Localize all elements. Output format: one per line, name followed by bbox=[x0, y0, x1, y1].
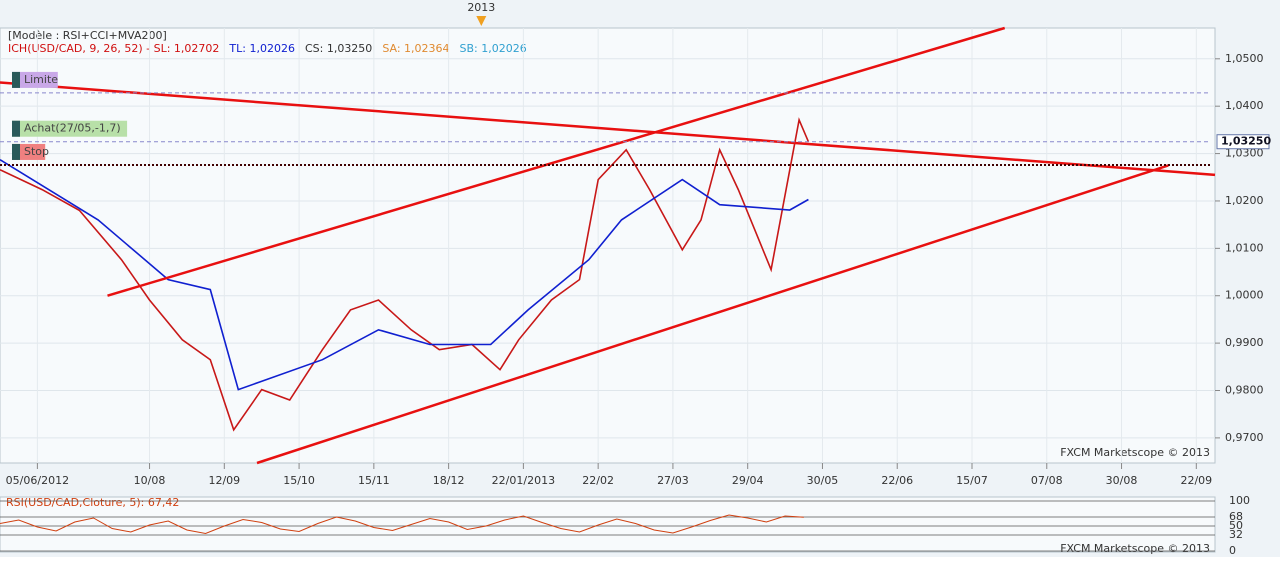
y-tick-label: 1,0000 bbox=[1225, 289, 1264, 302]
rsi-tick-label: 50 bbox=[1229, 519, 1243, 532]
x-tick-label: 12/09 bbox=[208, 474, 240, 487]
x-tick-label: 10/08 bbox=[134, 474, 166, 487]
model-label: [Modèle : RSI+CCI+MVA200] bbox=[8, 29, 167, 42]
badge-label: Achat(27/05,-1,7) bbox=[24, 122, 121, 135]
price-label: 1,03250 bbox=[1221, 135, 1271, 148]
y-tick-label: 1,0100 bbox=[1225, 241, 1264, 254]
rsi-label: RSI(USD/CAD,Cloture, 5): 67,42 bbox=[6, 496, 179, 509]
x-tick-label: 05/06/2012 bbox=[6, 474, 69, 487]
badge-label: Stop bbox=[24, 145, 49, 158]
indicator-label: TL: 1,02026 bbox=[228, 42, 295, 55]
badge bbox=[12, 143, 46, 160]
indicator-label: CS: 1,03250 bbox=[305, 42, 372, 55]
rsi-tick-label: 68 bbox=[1229, 510, 1243, 523]
price-flag bbox=[1216, 134, 1270, 150]
rsi-line bbox=[0, 514, 804, 535]
series-line bbox=[0, 81, 1216, 177]
y-tick-label: 0,9700 bbox=[1225, 431, 1264, 444]
x-tick-label: 30/08 bbox=[1106, 474, 1138, 487]
rsi-tick-label: 100 bbox=[1229, 494, 1250, 507]
x-tick-label: 22/09 bbox=[1180, 474, 1212, 487]
series-line bbox=[256, 164, 1169, 465]
y-tick-label: 0,9800 bbox=[1225, 384, 1264, 397]
y-tick-label: 1,0200 bbox=[1225, 194, 1264, 207]
x-tick-label: 15/10 bbox=[283, 474, 315, 487]
x-tick-label: 07/08 bbox=[1031, 474, 1063, 487]
badge-grip bbox=[12, 120, 20, 137]
rsi-area bbox=[0, 496, 1216, 553]
period-marker bbox=[476, 16, 487, 26]
indicator-label: SA: 1,02364 bbox=[382, 42, 449, 55]
y-tick-label: 1,0300 bbox=[1225, 147, 1264, 160]
x-tick-label: 30/05 bbox=[807, 474, 839, 487]
x-tick-label: 22/01/2013 bbox=[492, 474, 555, 487]
y-tick-label: 1,0500 bbox=[1225, 52, 1264, 65]
watermark: FXCM Marketscope © 2013 bbox=[1060, 542, 1210, 555]
period-label: 2013 bbox=[467, 1, 495, 14]
x-tick-label: 22/06 bbox=[881, 474, 913, 487]
indicator-label: SB: 1,02026 bbox=[460, 42, 527, 55]
x-tick-label: 15/11 bbox=[358, 474, 390, 487]
badge-grip bbox=[12, 143, 20, 160]
x-tick-label: 27/03 bbox=[657, 474, 689, 487]
badge bbox=[12, 120, 128, 137]
x-tick-label: 22/02 bbox=[582, 474, 614, 487]
series-line bbox=[0, 159, 809, 391]
x-tick-label: 29/04 bbox=[732, 474, 764, 487]
y-tick-label: 0,9900 bbox=[1225, 336, 1264, 349]
x-tick-label: 15/07 bbox=[956, 474, 988, 487]
y-tick-label: 1,0400 bbox=[1225, 99, 1264, 112]
indicator-label: ICH(USD/CAD, 9, 26, 52) - SL: 1,02702 bbox=[8, 42, 219, 55]
rsi-tick-label: 32 bbox=[1229, 528, 1243, 541]
series-line bbox=[107, 26, 1006, 297]
rsi-tick-label: 0 bbox=[1229, 544, 1236, 557]
badge bbox=[12, 71, 58, 88]
badge-grip bbox=[12, 71, 20, 88]
badge-label: Limite bbox=[24, 73, 58, 86]
watermark: FXCM Marketscope © 2013 bbox=[1060, 446, 1210, 459]
x-tick-label: 18/12 bbox=[433, 474, 465, 487]
